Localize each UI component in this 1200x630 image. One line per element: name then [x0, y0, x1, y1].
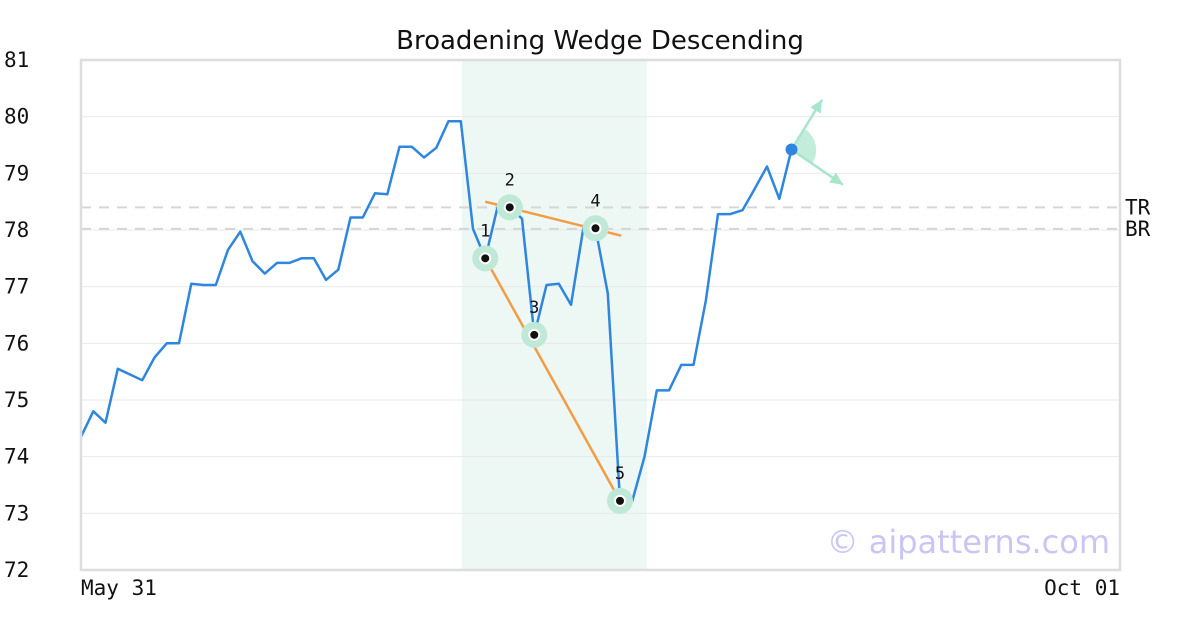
price-line [79, 119, 793, 503]
y-tick-label: 75 [4, 388, 29, 412]
y-tick-label: 81 [4, 48, 29, 72]
pattern-markers-layer: 1 2 3 4 5 [472, 170, 633, 514]
pattern-highlight-band [461, 60, 647, 570]
y-tick-label: 79 [4, 161, 29, 185]
pattern-point-label: 1 [480, 221, 490, 241]
watermark: © aipatterns.com [827, 523, 1110, 561]
forecast-point [785, 143, 798, 156]
pattern-point-label: 2 [505, 170, 515, 190]
pattern-point-label: 5 [615, 464, 625, 484]
pattern-point [614, 494, 626, 507]
y-tick-label: 78 [4, 218, 29, 242]
forecast-down-arrowhead [829, 172, 843, 185]
pattern-point-label: 4 [590, 191, 600, 211]
pattern-point [589, 222, 602, 235]
highlight-layer [461, 60, 647, 570]
y-tick-label: 73 [4, 501, 29, 525]
axes-layer: 72 73 74 75 76 77 78 79 80 81 May 31 Oct 01 [4, 48, 1122, 600]
y-tick-label: 76 [4, 331, 29, 355]
x-tick-label: Oct 01 [1044, 576, 1120, 600]
series-layer [79, 119, 793, 503]
x-tick-label: May 31 [81, 576, 157, 600]
forecast-cone [791, 129, 817, 165]
y-tick-label: 72 [4, 558, 29, 582]
y-tick-label: 77 [4, 275, 29, 299]
y-tick-label: 74 [4, 445, 29, 469]
plot-border [79, 58, 1122, 572]
chart-title: Broadening Wedge Descending [396, 26, 804, 56]
pattern-point [528, 328, 541, 341]
forecast-up-arrowhead [810, 99, 823, 114]
trendline [484, 257, 622, 502]
pattern-point-label: 3 [529, 298, 539, 318]
y-tick-label: 80 [4, 105, 29, 129]
pattern-point [479, 252, 492, 265]
pattern-point [503, 201, 516, 214]
forecast-layer [785, 99, 844, 186]
reference-line-label: BR [1125, 217, 1151, 241]
reference-line-label: TR [1125, 195, 1151, 219]
